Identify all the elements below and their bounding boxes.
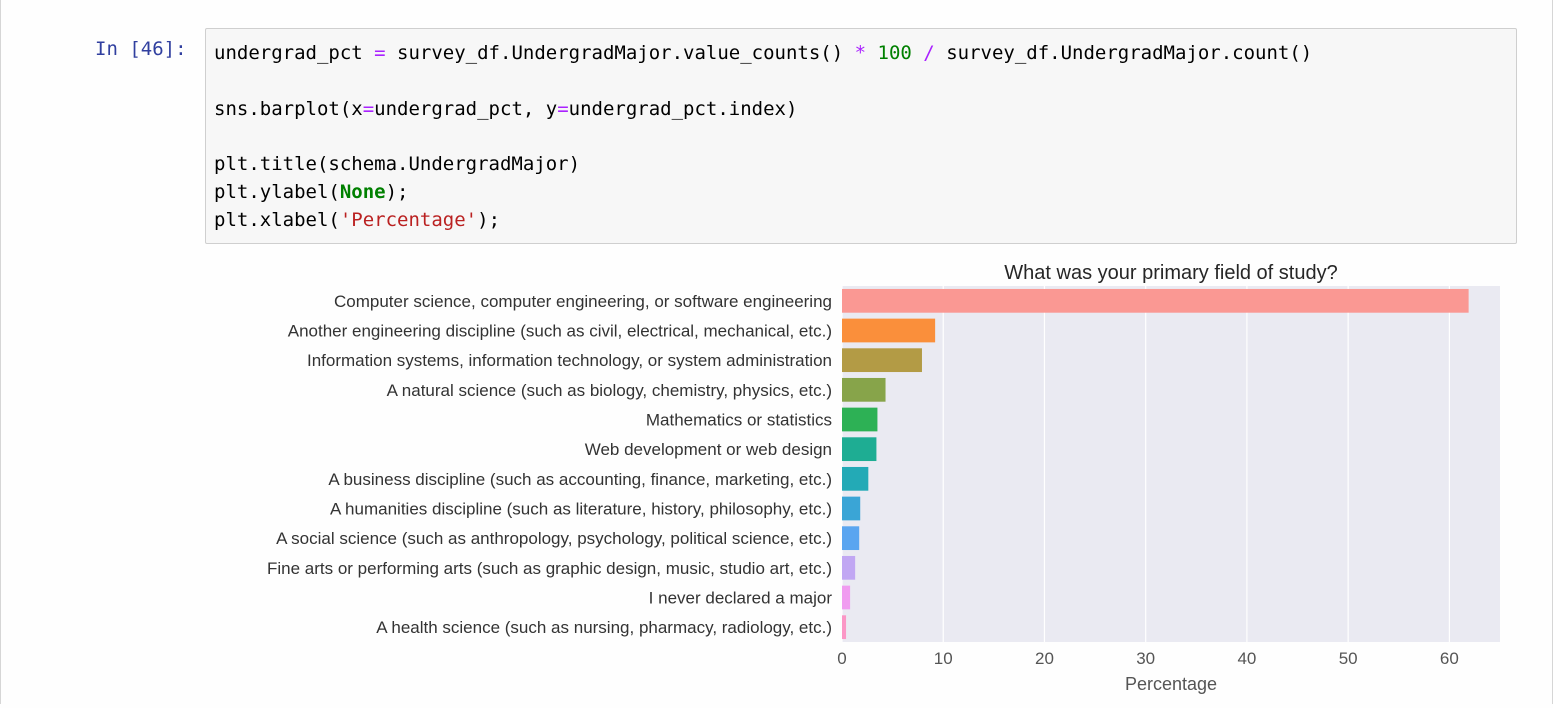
code-token: plt.title(schema.UndergradMajor)	[214, 153, 581, 175]
code-token: =	[557, 98, 569, 120]
cell-prompt: In [46]:	[95, 38, 187, 60]
code-token: );	[477, 209, 501, 231]
code-token: 'Percentage'	[339, 209, 478, 231]
code-token: =	[362, 98, 375, 120]
x-tick-label: 0	[837, 649, 846, 668]
x-axis-label: Percentage	[1125, 674, 1217, 694]
y-tick-label: Information systems, information technol…	[307, 351, 832, 370]
bar	[842, 348, 922, 373]
x-tick-label: 40	[1237, 649, 1256, 668]
code-line: plt.ylabel(None);	[214, 180, 409, 204]
bar	[842, 615, 847, 640]
y-tick-label: A humanities discipline (such as literat…	[330, 500, 832, 519]
code-token: 100	[877, 42, 912, 64]
code-token: plt.ylabel(	[214, 181, 340, 203]
y-tick-label: A social science (such as anthropology, …	[276, 529, 832, 548]
bar	[842, 377, 886, 402]
x-tick-label: 20	[1035, 649, 1054, 668]
code-cell-input[interactable]: undergrad_pct = survey_df.UndergradMajor…	[205, 28, 1517, 244]
y-tick-label: A natural science (such as biology, chem…	[387, 381, 832, 400]
code-token: );	[385, 181, 409, 203]
code-token: undergrad_pct.index)	[568, 98, 798, 120]
cell-output: 0 10 20 30 40 50 60 Computer science, computer …	[205, 252, 1525, 704]
code-token: =	[374, 42, 386, 64]
code-token	[866, 42, 877, 64]
code-token: undergrad_pct	[214, 42, 375, 64]
y-tick-label: Mathematics or statistics	[646, 411, 832, 430]
bar	[842, 437, 877, 462]
code-token: undergrad_pct, y	[374, 98, 558, 120]
code-token: /	[923, 42, 935, 64]
code-token: plt.xlabel(	[214, 209, 340, 231]
x-tick-label: 50	[1339, 649, 1358, 668]
y-tick-label: Fine arts or performing arts (such as gr…	[267, 559, 832, 578]
chart-title: What was your primary field of study?	[1004, 262, 1337, 284]
bar	[842, 407, 878, 432]
bar	[842, 318, 936, 343]
bar-chart: 0 10 20 30 40 50 60 Computer science, computer …	[267, 262, 1500, 694]
y-tick-label: A health science (such as nursing, pharm…	[376, 618, 832, 637]
bar	[842, 526, 860, 551]
code-line: plt.xlabel('Percentage');	[214, 208, 500, 232]
code-token: *	[854, 42, 867, 64]
y-tick-label: Computer science, computer engineering, …	[334, 292, 832, 311]
y-tick-label: Web development or web design	[585, 440, 832, 459]
code-token: sns.barplot(x	[214, 98, 363, 120]
bar	[842, 585, 851, 610]
x-tick-label: 10	[934, 649, 953, 668]
bar	[842, 555, 856, 580]
y-tick-label: I never declared a major	[649, 589, 833, 608]
bar	[842, 288, 1469, 313]
code-token: survey_df.UndergradMajor.value_counts()	[385, 42, 855, 64]
code-line: sns.barplot(x=undergrad_pct, y=undergrad…	[214, 97, 797, 121]
y-tick-label: Another engineering discipline (such as …	[288, 322, 832, 341]
code-line: plt.title(schema.UndergradMajor)	[214, 152, 580, 176]
plot-background	[842, 286, 1500, 642]
x-tick-label: 60	[1440, 649, 1459, 668]
code-token: None	[339, 181, 386, 203]
y-tick-label: A business discipline (such as accountin…	[328, 470, 832, 489]
code-line: undergrad_pct = survey_df.UndergradMajor…	[214, 41, 1312, 65]
bar	[842, 466, 869, 491]
x-tick-label: 30	[1136, 649, 1155, 668]
code-token: survey_df.UndergradMajor.count()	[934, 42, 1313, 64]
bar	[842, 496, 861, 521]
code-token	[912, 42, 923, 64]
